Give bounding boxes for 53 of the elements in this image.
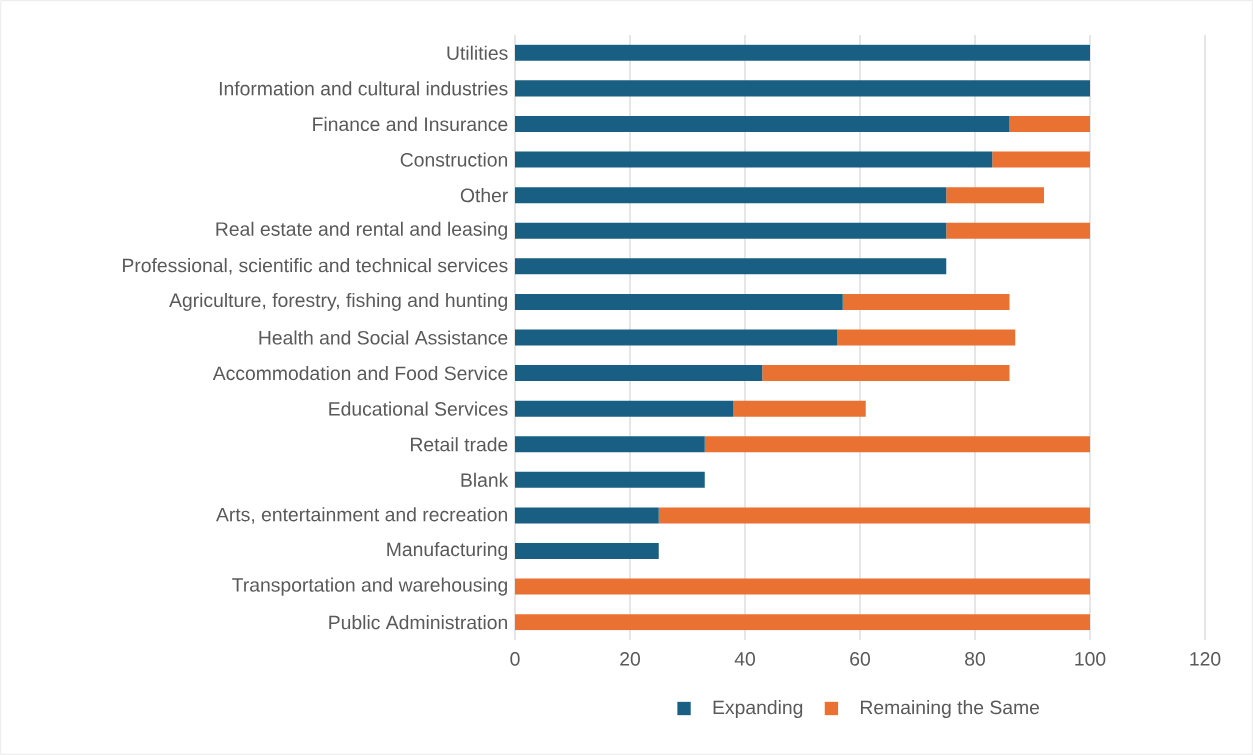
y-tick-label: Real estate and rental and leasing xyxy=(216,221,507,240)
x-tick-label: 60 xyxy=(850,652,870,666)
bar xyxy=(837,329,1016,346)
legend-label: Expanding xyxy=(713,700,803,719)
bar xyxy=(1009,115,1090,132)
bar xyxy=(515,614,1090,631)
bar xyxy=(515,543,659,560)
bar xyxy=(515,80,1090,97)
y-tick-label: Other xyxy=(460,188,508,203)
bar xyxy=(515,151,993,168)
x-tick-label: 20 xyxy=(620,652,640,666)
x-tick-label: 80 xyxy=(965,652,985,666)
bar xyxy=(946,187,1044,204)
x-tick-label: 40 xyxy=(734,652,755,666)
bar xyxy=(515,293,843,310)
y-tick-label: Transportation and warehousing xyxy=(232,577,507,596)
bar xyxy=(733,400,866,417)
x-tick-label: 120 xyxy=(1190,652,1221,666)
y-tick-label: Arts, entertainment and recreation xyxy=(216,507,507,524)
bar xyxy=(515,329,837,346)
y-tick-label: Finance and Insurance xyxy=(313,116,508,132)
y-tick-label: Construction xyxy=(400,152,508,167)
bar xyxy=(515,258,947,275)
y-tick-label: Manufacturing xyxy=(387,542,508,561)
bar xyxy=(515,187,947,204)
bar xyxy=(515,365,763,382)
bar xyxy=(515,436,705,453)
legend-label: Remaining the Same xyxy=(861,700,1040,719)
x-tick-label: 100 xyxy=(1075,652,1106,666)
y-tick-label: Professional, scientific and technical services xyxy=(123,258,508,275)
y-tick-label: Retail trade xyxy=(411,437,508,452)
bar xyxy=(658,507,1090,524)
bar xyxy=(515,44,1090,61)
bar xyxy=(842,293,1010,310)
y-tick-label: Health and Social Assistance xyxy=(259,330,508,345)
y-tick-label: Accommodation and Food Service xyxy=(212,365,508,381)
bar xyxy=(515,400,734,417)
bar xyxy=(515,507,659,524)
y-tick-label: Public Administration xyxy=(329,615,507,630)
bar xyxy=(515,115,1010,132)
bar xyxy=(704,436,1090,453)
bar xyxy=(515,578,1090,595)
x-tick-label: 0 xyxy=(510,652,520,666)
bar xyxy=(762,365,1010,382)
y-tick-label: Educational Services xyxy=(329,401,508,416)
bar xyxy=(515,471,705,488)
y-tick-label: Utilities xyxy=(447,45,508,60)
y-tick-label: Blank xyxy=(461,472,509,487)
y-tick-label: Information and cultural industries xyxy=(219,81,508,96)
y-tick-label: Agriculture, forestry, fishing and hunting xyxy=(169,292,508,311)
bar xyxy=(515,222,947,239)
bar xyxy=(946,222,1090,239)
bar xyxy=(992,151,1090,168)
